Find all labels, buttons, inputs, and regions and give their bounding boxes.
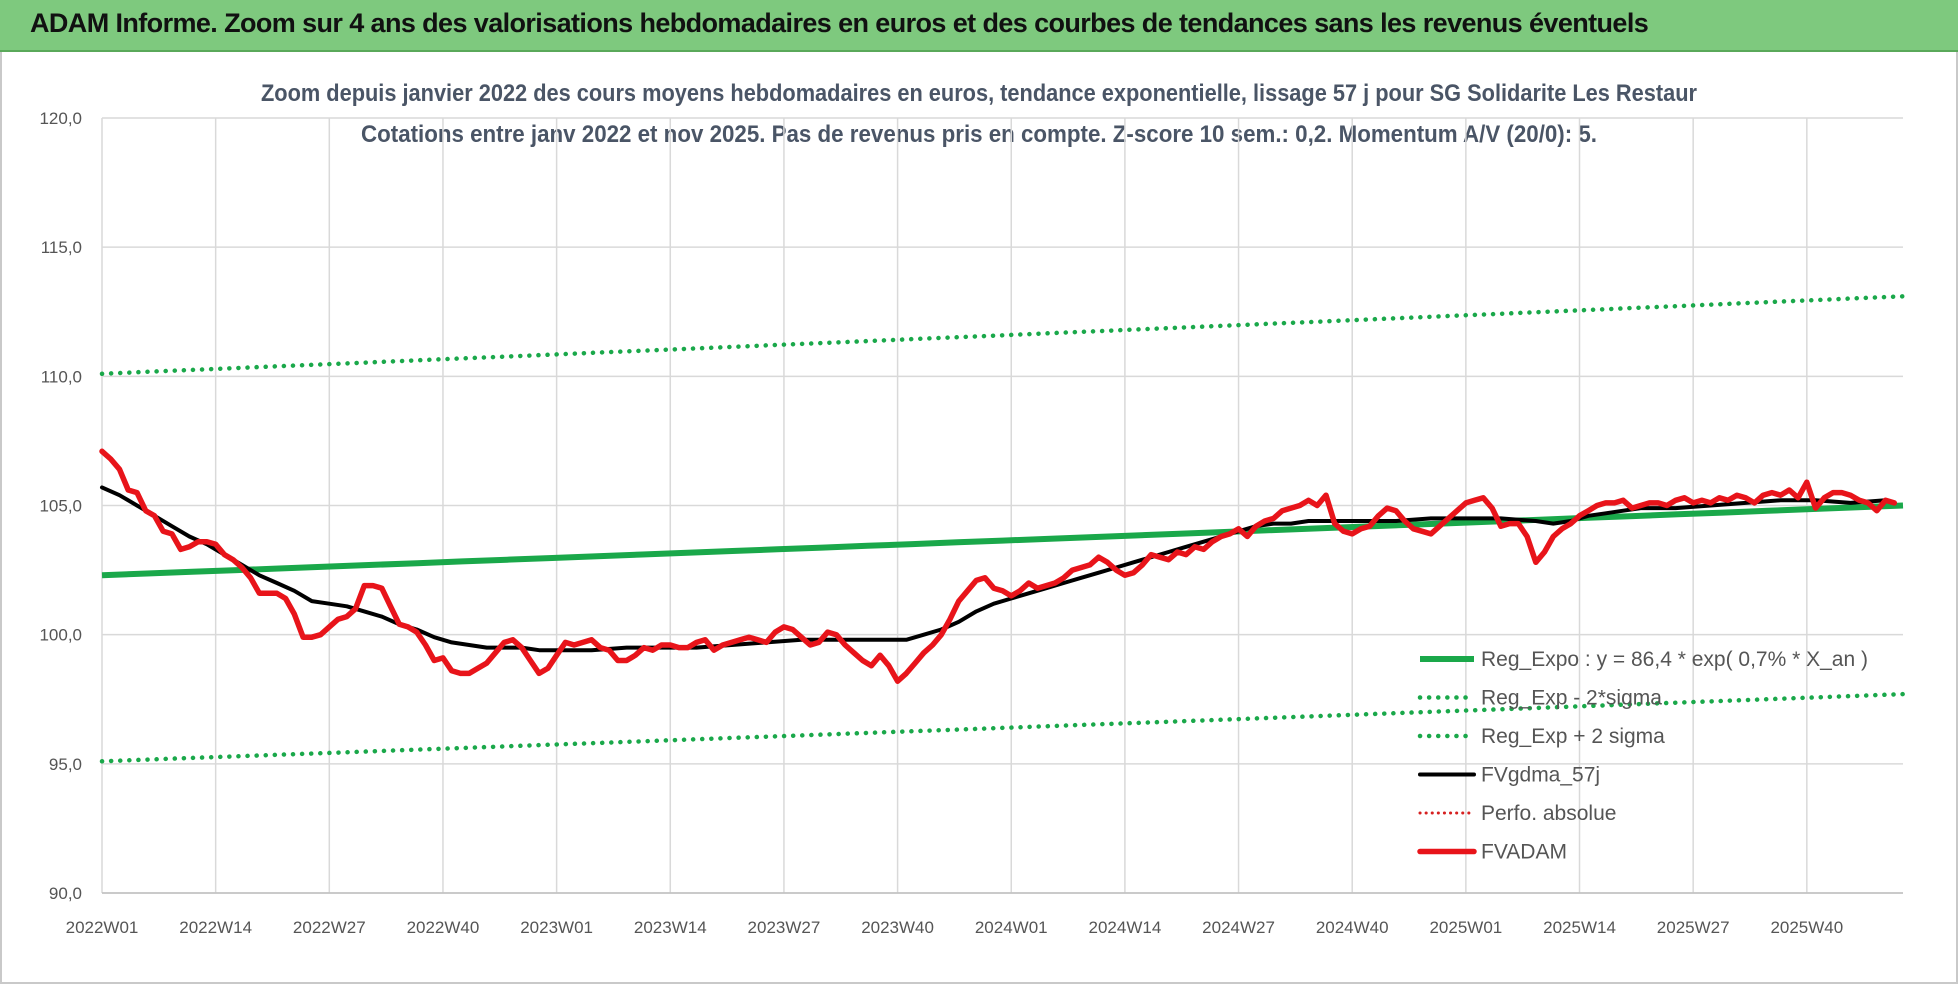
y-tick-label: 105,0: [39, 497, 82, 516]
legend-label-perfo: Perfo. absolue: [1481, 802, 1616, 825]
series-line-reg-expo: [101, 502, 1904, 579]
x-tick-label: 2024W14: [1089, 918, 1162, 937]
legend-label-reg-minus: Reg_Exp - 2*sigma: [1481, 687, 1662, 710]
legend-label-reg-plus: Reg_Exp + 2 sigma: [1481, 725, 1665, 748]
series-line-fvgdma: [100, 485, 1888, 653]
y-tick-label: 110,0: [41, 367, 82, 386]
x-tick-label: 2022W27: [293, 918, 366, 937]
x-tick-label: 2022W40: [407, 918, 480, 937]
legend-label-reg-expo: Reg_Expo : y = 86,4 * exp( 0,7% * X_an ): [1481, 648, 1868, 671]
x-tick-label: 2025W14: [1543, 918, 1616, 937]
x-tick-label: 2024W01: [975, 918, 1048, 937]
x-axis: 2022W01 2022W14 2022W27 2022W40 2023W01 2023W…: [66, 892, 1903, 937]
header-title: ADAM Informe. Zoom sur 4 ans des valoris…: [30, 8, 1649, 38]
legend-label-fvadam: FVADAM: [1481, 841, 1567, 864]
x-tick-label: 2024W27: [1202, 918, 1275, 937]
x-tick-label: 2023W01: [520, 918, 593, 937]
y-tick-label: 90,0: [49, 884, 82, 903]
y-tick-label: 115,0: [41, 238, 82, 257]
x-tick-label: 2025W01: [1429, 918, 1502, 937]
series-layer: [99, 294, 1906, 764]
y-tick-label: 95,0: [49, 755, 82, 774]
x-tick-label: 2023W14: [634, 918, 707, 937]
x-tick-label: 2025W40: [1770, 918, 1843, 937]
x-tick-label: 2023W40: [861, 918, 934, 937]
series-line-fvadam: [99, 448, 1898, 684]
x-tick-label: 2023W27: [748, 918, 821, 937]
y-tick-label: 120,0: [39, 109, 82, 128]
y-tick-label: 100,0: [39, 626, 82, 645]
series-line-reg-plus: [99, 294, 1906, 377]
x-tick-label: 2024W40: [1316, 918, 1389, 937]
legend: Reg_Expo : y = 86,4 * exp( 0,7% * X_an )…: [1417, 648, 1868, 864]
x-tick-label: 2022W01: [66, 918, 139, 937]
y-axis: 120,0 115,0 110,0 105,0 100,0 95,0 90,0: [39, 109, 82, 903]
chart-title-line1: Zoom depuis janvier 2022 des cours moyen…: [261, 80, 1697, 107]
x-tick-label: 2022W14: [179, 918, 252, 937]
x-tick-label: 2025W27: [1657, 918, 1730, 937]
series-line-reg-minus: [99, 691, 1906, 764]
legend-label-fvgdma: FVgdma_57j: [1481, 764, 1600, 787]
chart-title-line2: Cotations entre janv 2022 et nov 2025. P…: [361, 121, 1597, 148]
header-bar: ADAM Informe. Zoom sur 4 ans des valoris…: [0, 0, 1958, 52]
chart-frame: [0, 52, 1958, 984]
